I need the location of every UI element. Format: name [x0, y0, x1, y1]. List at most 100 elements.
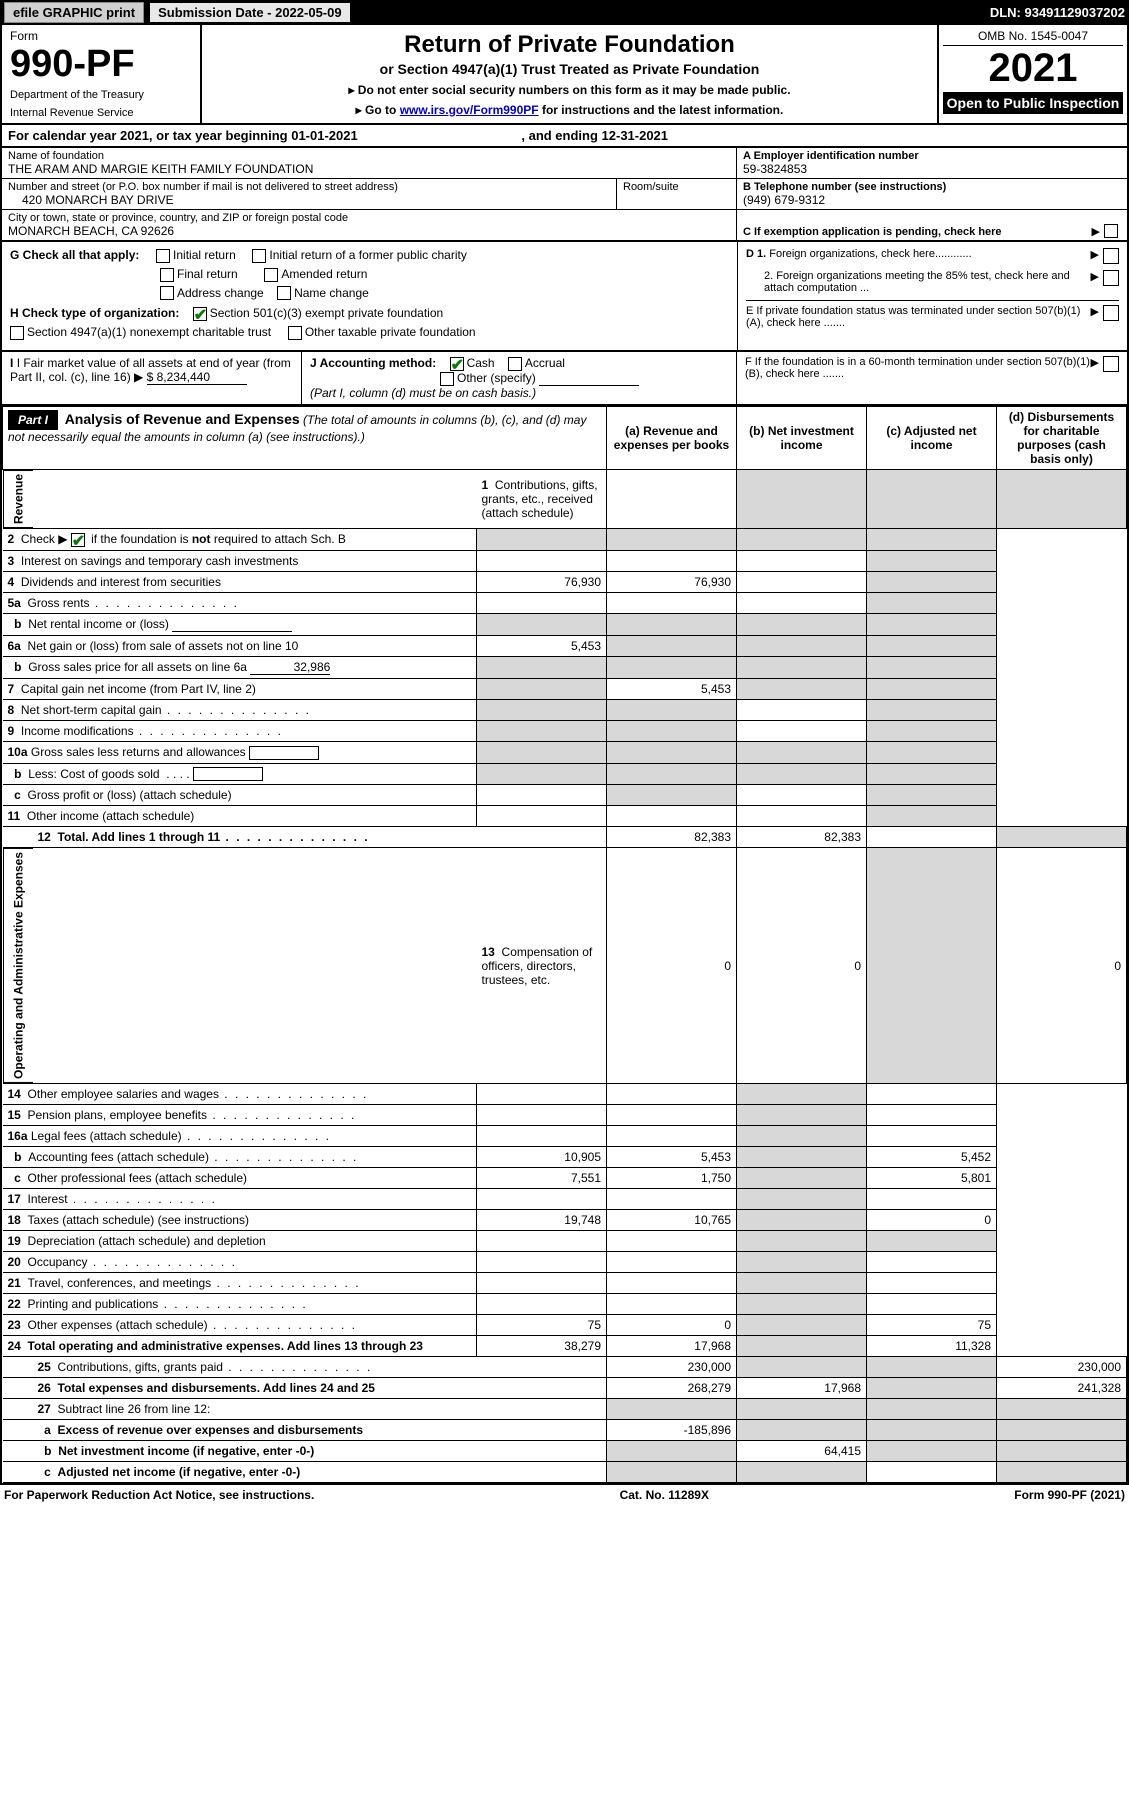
row-desc: Total expenses and disbursements. Add li…: [58, 1381, 375, 1395]
other-taxable-checkbox[interactable]: [288, 326, 302, 340]
cell-value: 268,279: [607, 1378, 737, 1399]
e-item: E If private foundation status was termi…: [746, 300, 1119, 329]
row-desc: Less: Cost of goods sold: [28, 767, 159, 781]
cell-value: 5,452: [867, 1147, 997, 1168]
name-change-checkbox[interactable]: [277, 286, 291, 300]
table-row: c Other professional fees (attach schedu…: [3, 1168, 1127, 1189]
d2-checkbox[interactable]: [1103, 270, 1119, 286]
efile-print-button[interactable]: efile GRAPHIC print: [4, 2, 144, 23]
row-num: 12: [38, 830, 51, 844]
cell-value: 0: [607, 1315, 737, 1336]
initial-return-checkbox[interactable]: [156, 249, 170, 263]
row-desc: Income modifications: [21, 724, 283, 738]
initial-former-checkbox[interactable]: [252, 249, 266, 263]
d2-item: 2. Foreign organizations meeting the 85%…: [746, 270, 1119, 294]
irs-link[interactable]: www.irs.gov/Form990PF: [400, 103, 539, 117]
table-row: 24 Total operating and administrative ex…: [3, 1336, 1127, 1357]
cal-year-begin: For calendar year 2021, or tax year begi…: [8, 128, 358, 143]
dept-treasury: Department of the Treasury: [10, 89, 192, 101]
cash-checkbox[interactable]: [450, 357, 464, 371]
table-row: 4 Dividends and interest from securities…: [3, 571, 1127, 592]
4947-checkbox[interactable]: [10, 326, 24, 340]
phone-label: B Telephone number (see instructions): [743, 181, 1121, 193]
f-checkbox[interactable]: [1103, 356, 1119, 372]
row-num: b: [14, 617, 21, 631]
accrual-checkbox[interactable]: [508, 357, 522, 371]
final-return-checkbox[interactable]: [160, 268, 174, 282]
table-row: 26 Total expenses and disbursements. Add…: [3, 1378, 1127, 1399]
address-change-checkbox[interactable]: [160, 286, 174, 300]
cell-value: 17,968: [607, 1336, 737, 1357]
row-desc: Contributions, gifts, grants paid: [58, 1360, 373, 1374]
table-row: a Excess of revenue over expenses and di…: [3, 1420, 1127, 1441]
room-label: Room/suite: [623, 181, 730, 193]
phone-value: (949) 679-9312: [743, 193, 1121, 207]
h-row: H Check type of organization: Section 50…: [10, 306, 729, 321]
irs-label: Internal Revenue Service: [10, 107, 192, 119]
c-label: C If exemption application is pending, c…: [743, 226, 1088, 238]
table-row: 11 Other income (attach schedule): [3, 806, 1127, 827]
table-row: 16a Legal fees (attach schedule): [3, 1126, 1127, 1147]
table-row: 10a Gross sales less returns and allowan…: [3, 741, 1127, 763]
table-row: b Net investment income (if negative, en…: [3, 1441, 1127, 1462]
row-desc: Gross rents: [28, 596, 239, 610]
cell-value: 19,748: [477, 1210, 607, 1231]
table-row: 12 Total. Add lines 1 through 11 82,3838…: [3, 827, 1127, 848]
amended-return-checkbox[interactable]: [264, 268, 278, 282]
omb-number: OMB No. 1545-0047: [943, 29, 1123, 46]
table-row: 18 Taxes (attach schedule) (see instruct…: [3, 1210, 1127, 1231]
cell-value: 17,968: [737, 1378, 867, 1399]
row-desc: Taxes (attach schedule) (see instruction…: [28, 1213, 249, 1227]
cal-year-end: , and ending 12-31-2021: [521, 128, 668, 143]
cell-value: 5,801: [867, 1168, 997, 1189]
table-row: c Adjusted net income (if negative, ente…: [3, 1462, 1127, 1483]
other-taxable-label: Other taxable private foundation: [305, 325, 476, 339]
form-subtitle: or Section 4947(a)(1) Trust Treated as P…: [212, 61, 927, 77]
table-row: b Accounting fees (attach schedule) 10,9…: [3, 1147, 1127, 1168]
sch-b-checkbox[interactable]: [71, 533, 85, 547]
efile-top-bar: efile GRAPHIC print Submission Date - 20…: [0, 0, 1129, 25]
note2-prefix: ▸ Go to: [356, 103, 400, 117]
row-desc: Travel, conferences, and meetings: [28, 1276, 361, 1290]
row-desc: Net gain or (loss) from sale of assets n…: [28, 639, 299, 653]
row-num: 9: [8, 724, 15, 738]
row-desc: Dividends and interest from securities: [21, 575, 221, 589]
row-desc: Adjusted net income (if negative, enter …: [58, 1465, 301, 1479]
col-c-header: (c) Adjusted net income: [867, 406, 997, 469]
row-desc: Accounting fees (attach schedule): [28, 1150, 358, 1164]
form-number: 990-PF: [10, 45, 192, 83]
row-num: 8: [8, 703, 15, 717]
address-value: 420 MONARCH BAY DRIVE: [8, 193, 610, 207]
c-checkbox[interactable]: [1104, 224, 1118, 238]
row-desc: Net rental income or (loss): [28, 617, 169, 631]
e-checkbox[interactable]: [1103, 305, 1119, 321]
note2-suffix: for instructions and the latest informat…: [539, 103, 784, 117]
check-section-ghde: G Check all that apply: Initial return I…: [0, 242, 1129, 352]
501c3-checkbox[interactable]: [193, 307, 207, 321]
h-label: H Check type of organization:: [10, 306, 179, 320]
revenue-side-label: Revenue: [3, 470, 33, 528]
row-num: 14: [8, 1087, 21, 1101]
row-num: 26: [38, 1381, 51, 1395]
i-cell: I I Fair market value of all assets at e…: [2, 352, 302, 404]
table-row: b Less: Cost of goods sold . . . .: [3, 763, 1127, 785]
phone-cell: B Telephone number (see instructions) (9…: [737, 179, 1127, 209]
initial-former-label: Initial return of a former public charit…: [269, 248, 466, 262]
row-desc: Occupancy: [28, 1255, 237, 1269]
d1-checkbox[interactable]: [1103, 248, 1119, 264]
row-num: b: [14, 1150, 21, 1164]
row-num: 2: [8, 532, 15, 546]
room-cell: Room/suite: [617, 179, 737, 209]
other-method-checkbox[interactable]: [440, 372, 454, 386]
cell-value: 1,750: [607, 1168, 737, 1189]
cell-value: 75: [477, 1315, 607, 1336]
address-phone-row: Number and street (or P.O. box number if…: [0, 179, 1129, 210]
part1-wrap: Part I Analysis of Revenue and Expenses …: [0, 406, 1129, 1485]
f-label: F If the foundation is in a 60-month ter…: [745, 356, 1091, 400]
table-row: 23 Other expenses (attach schedule) 7507…: [3, 1315, 1127, 1336]
form-title-block: Return of Private Foundation or Section …: [202, 25, 937, 123]
address-label: Number and street (or P.O. box number if…: [8, 181, 610, 193]
row-desc: Interest on savings and temporary cash i…: [21, 554, 298, 568]
row-num: 23: [8, 1318, 21, 1332]
footer-mid: Cat. No. 11289X: [620, 1488, 709, 1502]
